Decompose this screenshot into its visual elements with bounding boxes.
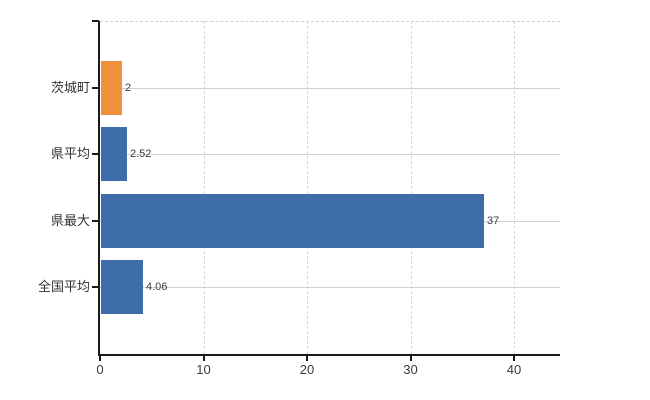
y-axis-line [98, 21, 100, 356]
y-axis-tick [92, 153, 99, 155]
x-tick-label: 40 [506, 362, 522, 377]
bar-value-label: 2.52 [130, 148, 152, 160]
x-gridline [514, 21, 515, 354]
bar-value-label: 37 [487, 215, 500, 227]
x-axis-tick [202, 356, 205, 361]
category-gridline [100, 287, 560, 288]
x-gridline [203, 21, 205, 354]
category-label: 全国平均 [37, 279, 90, 294]
x-axis-tick [513, 356, 515, 361]
plot-top-border [100, 21, 560, 22]
bar [101, 194, 484, 248]
x-tick-label: 20 [299, 362, 315, 377]
bar [101, 61, 122, 115]
category-gridline [100, 154, 560, 155]
x-gridline [307, 21, 308, 354]
x-tick-label: 0 [96, 362, 104, 377]
x-tick-label: 10 [196, 362, 211, 377]
y-axis-tick [92, 87, 99, 89]
category-gridline [100, 88, 560, 89]
bar-value-label: 2 [125, 82, 132, 94]
category-label: 茨城町 [50, 80, 90, 95]
category-label: 県最大 [50, 213, 90, 228]
x-tick-label: 30 [403, 362, 418, 377]
y-axis-tick [92, 286, 99, 288]
y-axis-top-tick [92, 20, 99, 22]
x-gridline [410, 21, 412, 354]
y-axis-tick [92, 220, 99, 222]
x-axis-tick [99, 356, 101, 361]
bar-value-label: 4.06 [146, 281, 168, 293]
x-axis-tick [409, 356, 412, 361]
bar [101, 127, 127, 181]
x-axis-tick [306, 356, 308, 361]
category-label: 県平均 [50, 146, 90, 161]
bar [101, 260, 143, 314]
x-axis-line [98, 354, 560, 356]
